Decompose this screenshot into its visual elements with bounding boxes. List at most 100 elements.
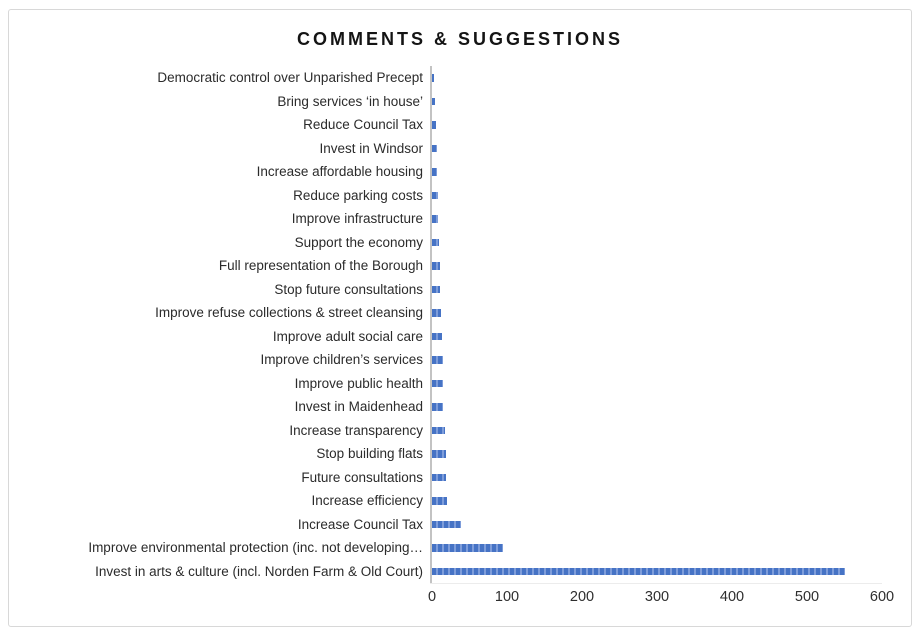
bar-row: Reduce Council Tax	[9, 113, 911, 137]
bar-track	[430, 348, 882, 372]
bar	[432, 191, 438, 199]
category-label: Future consultations	[301, 469, 423, 485]
bar-track	[430, 512, 882, 536]
bar	[432, 144, 437, 152]
category-label: Improve adult social care	[272, 328, 423, 344]
category-label: Increase Council Tax	[297, 516, 423, 532]
bar	[432, 450, 446, 458]
category-label: Improve environmental protection (inc. n…	[88, 540, 423, 556]
bar-track	[430, 113, 882, 137]
bar-row: Improve environmental protection (inc. n…	[9, 536, 911, 560]
chart-title: COMMENTS & SUGGESTIONS	[296, 29, 623, 49]
bar-track	[430, 254, 882, 278]
bar	[432, 473, 446, 481]
category-label: Improve public health	[294, 375, 423, 391]
x-tick-label: 0	[427, 589, 437, 605]
bar-row: Support the economy	[9, 230, 911, 254]
bar	[432, 285, 440, 293]
x-axis: 0 100 200 300 400 500 600	[428, 589, 894, 611]
plot-area: Democratic control over Unparished Prece…	[9, 66, 911, 611]
bar-track	[430, 66, 882, 90]
bar-row: Democratic control over Unparished Prece…	[9, 66, 911, 90]
bar-track	[430, 230, 882, 254]
bar	[432, 403, 444, 411]
category-label: Invest in Windsor	[319, 140, 423, 156]
bar-row: Improve refuse collections & street clea…	[9, 301, 911, 325]
bar	[432, 426, 445, 434]
bar-track	[430, 207, 882, 231]
bar-track	[430, 277, 882, 301]
bar-row: Reduce parking costs	[9, 183, 911, 207]
bar	[432, 567, 845, 575]
x-tick-label: 300	[644, 589, 670, 605]
bar-row: Full representation of the Borough	[9, 254, 911, 278]
bar-row: Improve children’s services	[9, 348, 911, 372]
category-label: Reduce Council Tax	[303, 117, 423, 133]
bar	[432, 520, 461, 528]
bar-track	[430, 418, 882, 442]
bar-row: Invest in Windsor	[9, 136, 911, 160]
bar	[432, 332, 442, 340]
bar-row: Bring services ‘in house’	[9, 89, 911, 113]
bar	[432, 309, 441, 317]
bar-track	[430, 324, 882, 348]
category-label: Stop building flats	[316, 446, 423, 462]
bar-track	[430, 160, 882, 184]
category-label: Democratic control over Unparished Prece…	[157, 70, 423, 86]
bar-row: Stop building flats	[9, 442, 911, 466]
category-label: Bring services ‘in house’	[277, 93, 423, 109]
category-label: Increase transparency	[289, 422, 423, 438]
bar-row: Improve public health	[9, 371, 911, 395]
x-tick-label: 400	[719, 589, 745, 605]
bar-row: Invest in Maidenhead	[9, 395, 911, 419]
x-tick-label: 200	[569, 589, 595, 605]
bar-track	[430, 536, 882, 560]
bar-rows: Democratic control over Unparished Prece…	[9, 66, 911, 583]
bar-row: Increase Council Tax	[9, 512, 911, 536]
category-label: Improve refuse collections & street clea…	[155, 305, 423, 321]
x-tick-label: 500	[794, 589, 820, 605]
x-tick-label: 600	[869, 589, 895, 605]
category-label: Stop future consultations	[274, 281, 423, 297]
bar	[432, 121, 436, 129]
x-tick-label: 100	[494, 589, 520, 605]
bar-track	[430, 136, 882, 160]
bar-track	[430, 395, 882, 419]
bar-row: Invest in arts & culture (incl. Norden F…	[9, 559, 911, 583]
bar	[432, 544, 504, 552]
bar-track	[430, 301, 882, 325]
bar-row: Improve infrastructure	[9, 207, 911, 231]
bar-row: Increase transparency	[9, 418, 911, 442]
category-label: Reduce parking costs	[293, 187, 423, 203]
category-label: Increase efficiency	[311, 493, 423, 509]
category-label: Improve children’s services	[260, 352, 423, 368]
bar	[432, 215, 438, 223]
bar	[432, 497, 447, 505]
chart-frame: COMMENTS & SUGGESTIONS Democratic contro…	[8, 9, 912, 627]
category-label: Support the economy	[294, 234, 423, 250]
bar-track	[430, 89, 882, 113]
bar	[432, 97, 435, 105]
bar	[432, 168, 438, 176]
bar-row: Stop future consultations	[9, 277, 911, 301]
category-label: Improve infrastructure	[291, 211, 423, 227]
bar-track	[430, 465, 882, 489]
bar	[432, 356, 443, 364]
bar	[432, 74, 435, 82]
bar-track	[430, 489, 882, 513]
bar-track	[430, 559, 882, 583]
category-label: Increase affordable housing	[256, 164, 423, 180]
bar	[432, 238, 439, 246]
bar-row: Increase efficiency	[9, 489, 911, 513]
bar-track	[430, 371, 882, 395]
bar	[432, 379, 444, 387]
bar-row: Improve adult social care	[9, 324, 911, 348]
bar	[432, 262, 440, 270]
category-label: Invest in Maidenhead	[294, 399, 423, 415]
bar-track	[430, 442, 882, 466]
category-label: Invest in arts & culture (incl. Norden F…	[95, 563, 423, 579]
bar-row: Increase affordable housing	[9, 160, 911, 184]
bar-row: Future consultations	[9, 465, 911, 489]
category-label: Full representation of the Borough	[218, 258, 423, 274]
